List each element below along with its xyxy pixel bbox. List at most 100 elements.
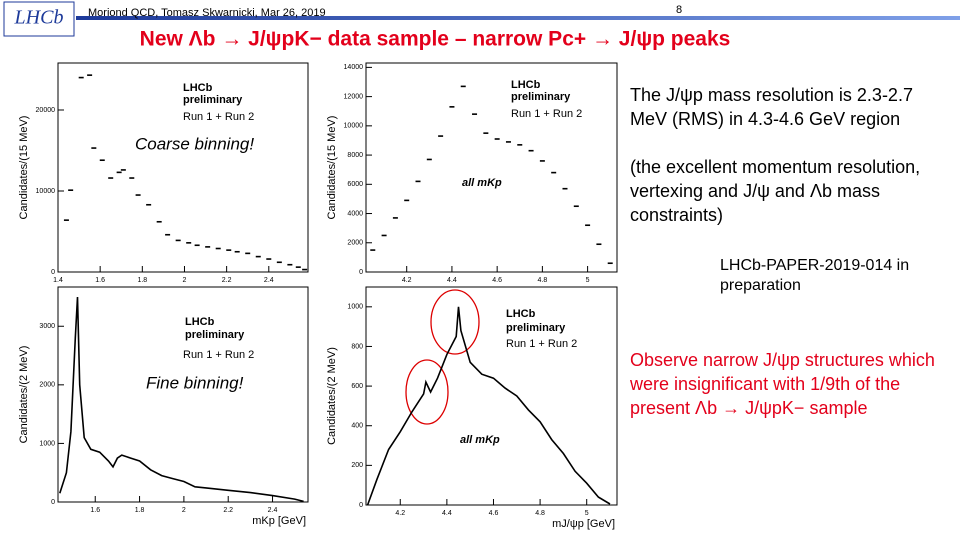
y-tick-label: 0 <box>51 269 55 276</box>
data-point <box>234 250 240 253</box>
data-point <box>539 160 545 162</box>
y-axis-label: Candidates/(15 MeV) <box>18 116 30 220</box>
x-tick-label: 2.4 <box>264 277 274 284</box>
data-point <box>186 242 192 244</box>
data-point <box>596 243 602 246</box>
data-line <box>366 306 611 506</box>
data-point <box>116 171 122 174</box>
data-point <box>381 234 387 237</box>
y-tick-label: 14000 <box>344 64 364 71</box>
data-point <box>415 180 421 183</box>
y-axis-label: Candidates/(2 MeV) <box>18 346 30 444</box>
x-tick-label: 4.2 <box>402 277 412 284</box>
plot-note: preliminary <box>506 322 566 334</box>
plot-note: preliminary <box>185 329 245 341</box>
x-tick-label: 4.4 <box>447 277 457 284</box>
x-tick-label: 4.4 <box>442 510 452 517</box>
data-point <box>426 158 432 161</box>
y-tick-label: 6000 <box>347 181 363 188</box>
plot-note: Coarse binning! <box>135 134 254 153</box>
data-point <box>573 205 579 208</box>
y-tick-label: 800 <box>351 343 363 350</box>
x-axis-label: mJ/ψp [GeV] <box>552 518 615 530</box>
plot-note: all mKp <box>462 177 502 189</box>
data-point <box>87 74 93 76</box>
highlight-ellipse <box>405 359 449 425</box>
y-tick-label: 600 <box>351 383 363 390</box>
data-line <box>59 296 304 503</box>
data-point <box>135 194 141 196</box>
explanation-text: (the excellent momentum resolution, vert… <box>630 157 921 225</box>
data-point <box>99 159 105 162</box>
x-tick-label: 5 <box>586 277 590 284</box>
data-point <box>205 246 211 248</box>
data-point <box>63 219 69 221</box>
plot-note: Run 1 + Run 2 <box>183 349 254 361</box>
data-point <box>528 149 534 152</box>
plot-note: LHCb <box>511 79 541 91</box>
data-point <box>165 233 171 236</box>
data-point <box>449 106 455 108</box>
data-point <box>585 224 591 227</box>
plot-frame <box>365 286 618 506</box>
page-number: 8 <box>676 4 682 16</box>
header-meta: Moriond QCD, Tomasz Skwarnicki, Mar 26, … <box>88 7 326 19</box>
reference-text: LHCb-PAPER-2019-014 in preparation <box>720 257 910 294</box>
data-point <box>494 138 500 140</box>
data-point <box>302 268 308 271</box>
y-tick-label: 2000 <box>347 240 363 247</box>
data-point <box>91 147 97 149</box>
plot-note: Run 1 + Run 2 <box>506 338 577 350</box>
data-point <box>295 266 301 268</box>
x-tick-label: 5 <box>585 510 589 517</box>
data-point <box>562 187 568 190</box>
y-tick-label: 4000 <box>347 210 363 217</box>
y-axis-label: Candidates/(15 MeV) <box>326 116 338 220</box>
x-tick-label: 4.8 <box>535 510 545 517</box>
data-point <box>505 141 511 143</box>
plot-frame <box>57 62 309 273</box>
logo: LHCb <box>14 7 64 29</box>
data-point <box>78 76 84 79</box>
data-point <box>245 252 251 255</box>
x-tick-label: 4.8 <box>538 277 548 284</box>
plot-frame <box>365 62 618 273</box>
resolution-text: The J/ψp mass resolution is 2.3-2.7 MeV … <box>630 85 913 129</box>
plot-note: LHCb <box>185 316 215 328</box>
plot-frame <box>57 286 309 503</box>
y-tick-label: 400 <box>351 423 363 430</box>
data-point <box>460 85 466 88</box>
x-tick-label: 2 <box>182 507 186 514</box>
plot-note: Run 1 + Run 2 <box>511 108 582 120</box>
x-tick-label: 2.2 <box>222 277 232 284</box>
data-point <box>255 255 261 258</box>
data-point <box>276 261 282 264</box>
logo-box <box>3 1 75 37</box>
data-point <box>483 132 489 134</box>
data-point <box>517 144 523 146</box>
plot-note: preliminary <box>511 91 571 103</box>
plot-note: Run 1 + Run 2 <box>183 111 254 123</box>
x-tick-label: 1.8 <box>135 507 145 514</box>
y-tick-label: 1000 <box>39 440 55 447</box>
data-point <box>194 244 200 247</box>
slide-title: New Λb → J/ψpK− data sample – narrow Pc+… <box>140 28 731 51</box>
x-tick-label: 2 <box>183 277 187 284</box>
observation-text: Observe narrow J/ψp structures which wer… <box>630 350 935 418</box>
data-point <box>226 249 232 251</box>
y-tick-label: 1000 <box>347 304 363 311</box>
plot-note: all mKp <box>460 434 500 446</box>
plot-note: LHCb <box>506 308 536 320</box>
data-point <box>551 171 557 174</box>
data-point <box>215 247 221 250</box>
data-point <box>108 177 114 179</box>
plot-note: preliminary <box>183 94 243 106</box>
data-point <box>175 239 181 242</box>
y-tick-label: 2000 <box>39 382 55 389</box>
data-point <box>438 135 444 137</box>
data-point <box>472 113 478 115</box>
data-point <box>392 217 398 219</box>
y-tick-label: 200 <box>351 462 363 469</box>
